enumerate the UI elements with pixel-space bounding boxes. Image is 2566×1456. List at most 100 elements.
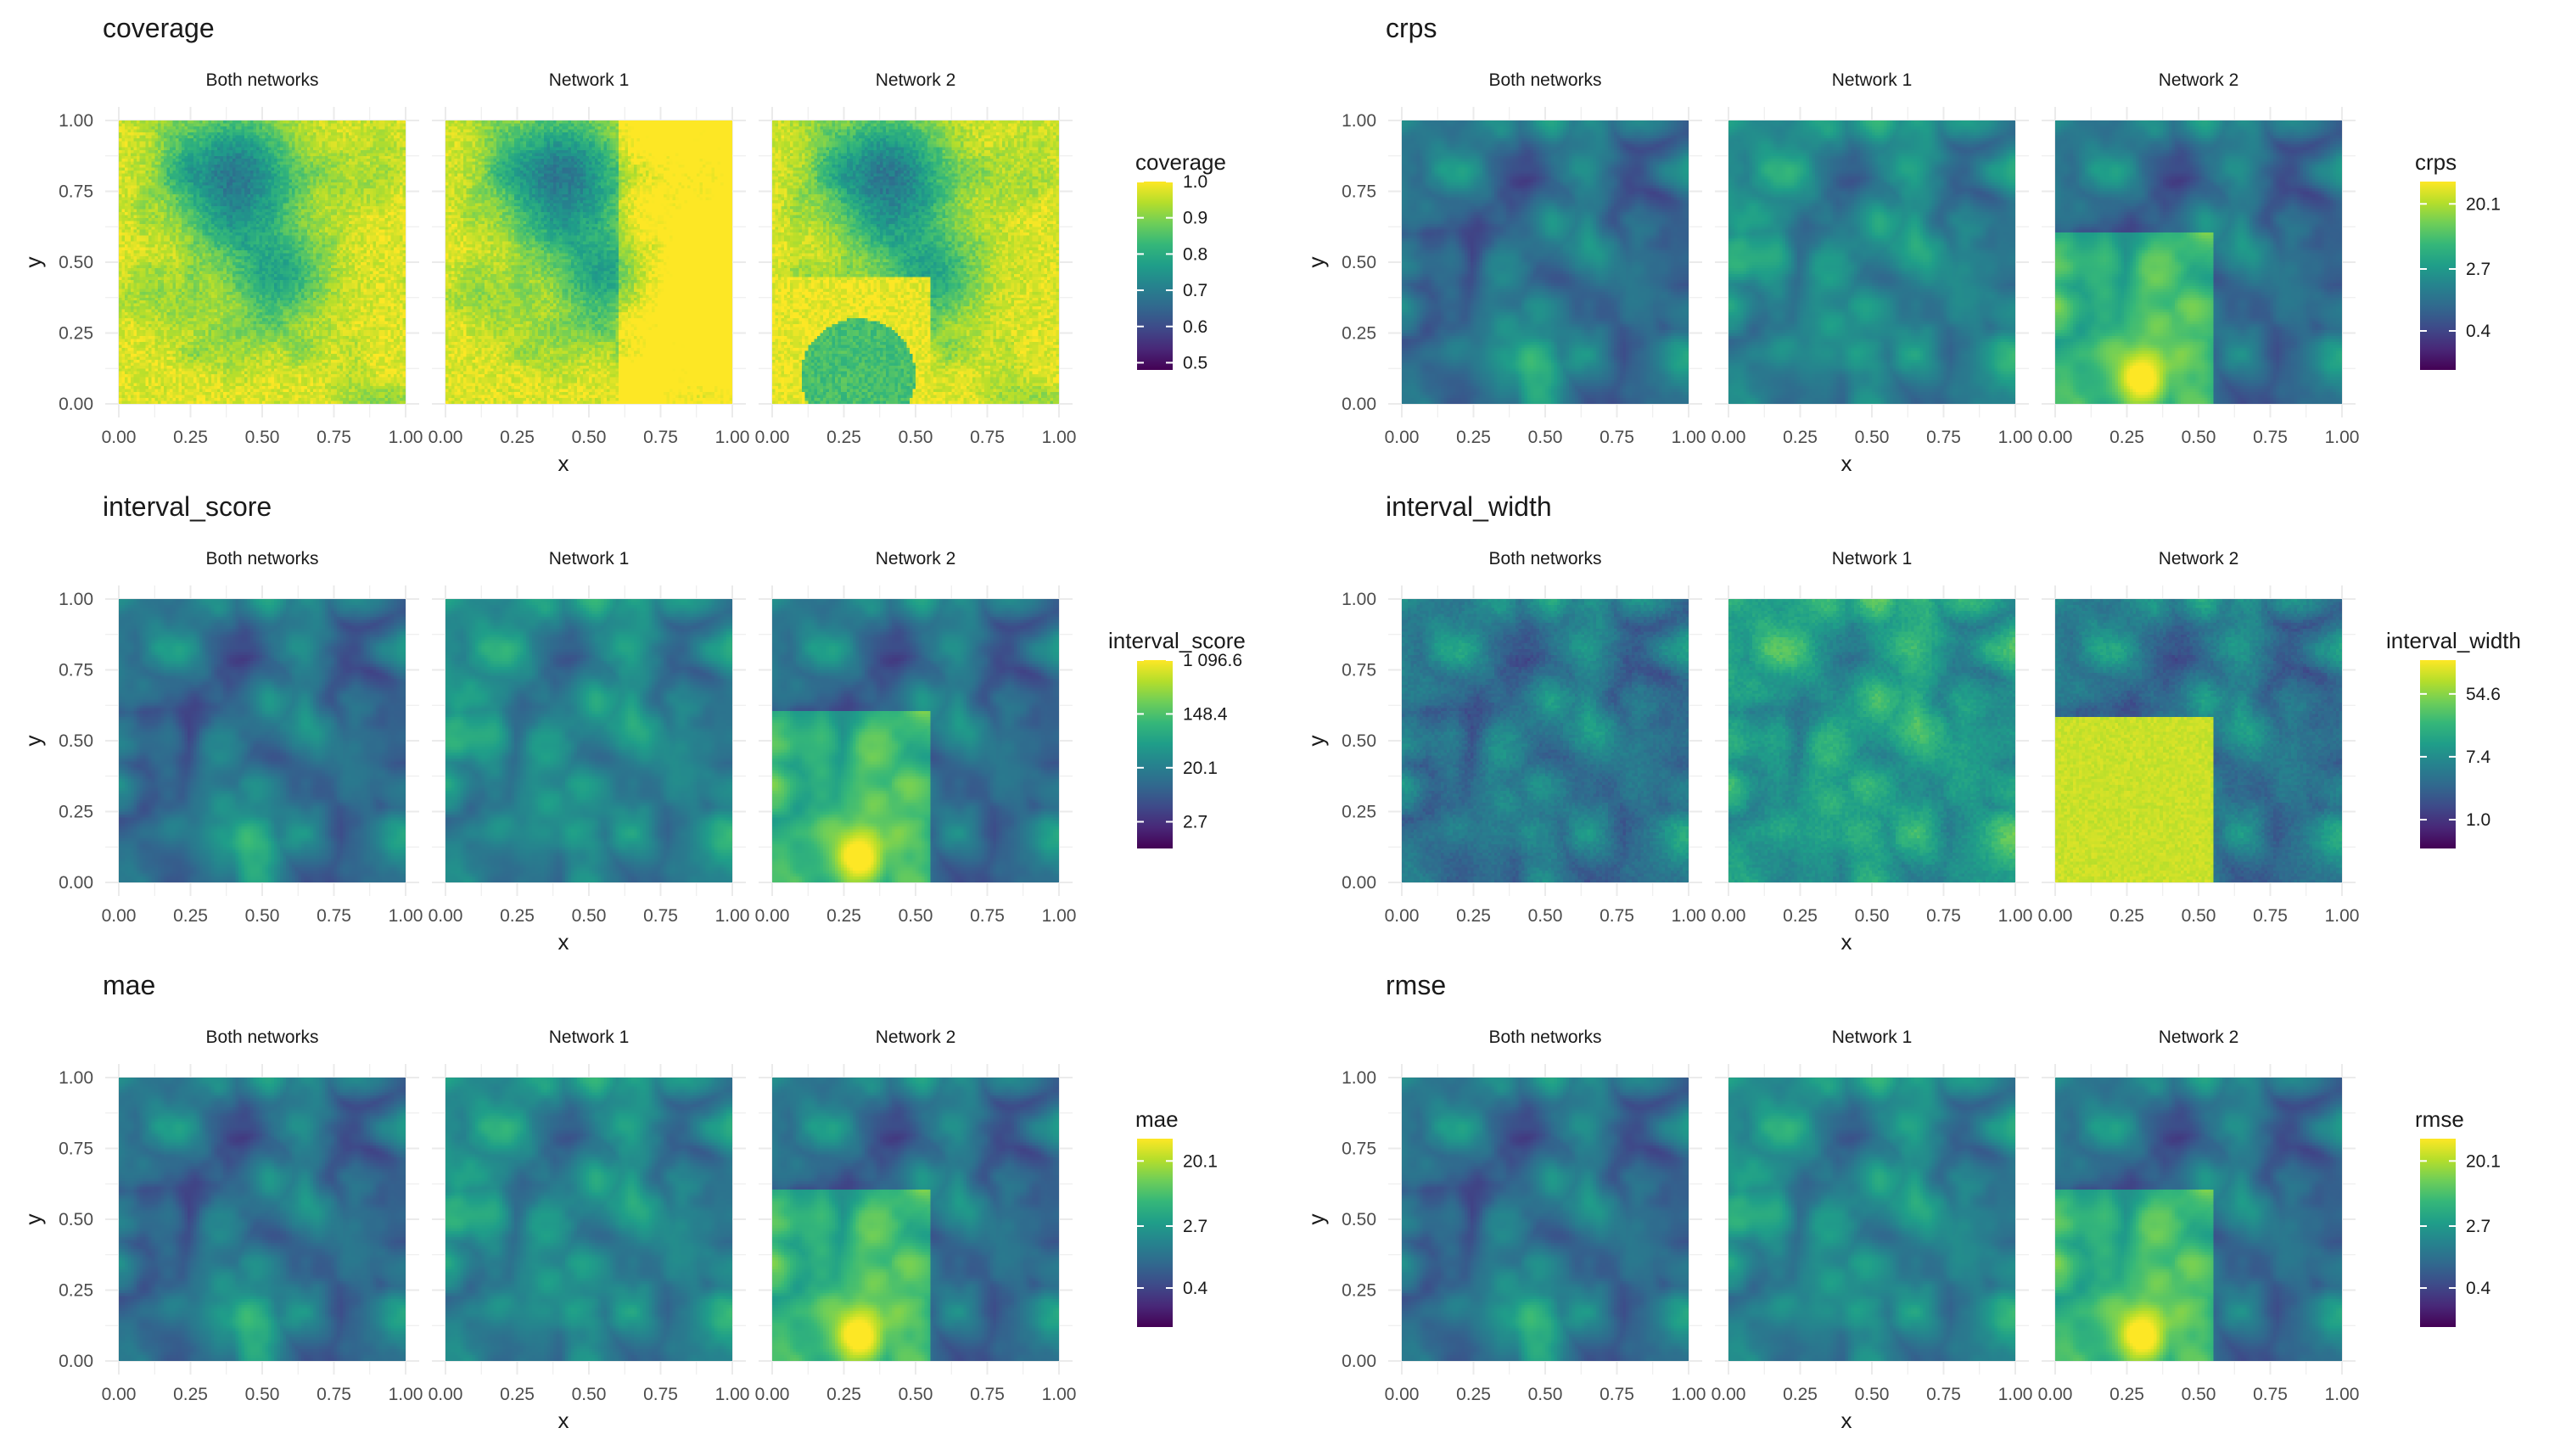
facet-label: Both networks	[205, 70, 318, 90]
x-tick-label: 1.00	[389, 428, 423, 447]
chart-crps: crps Both networks 0.00 0.25 0.50 0.75 1.00 0.0…	[1303, 13, 2501, 476]
facet-label: Network 2	[2159, 70, 2239, 90]
x-tick-label: 0.50	[572, 906, 607, 926]
y-tick-label: 1.00	[59, 1068, 93, 1088]
facet-panel-0: Both networks 0.00 0.25 0.50 0.75 1.00 0.00 0.2…	[1342, 549, 1706, 926]
y-axis-title: y	[20, 736, 46, 747]
x-tick-label: 0.50	[899, 428, 933, 447]
x-tick-label: 0.75	[1926, 906, 1961, 926]
y-tick-label: 0.25	[59, 803, 93, 822]
facet-label: Network 1	[549, 1028, 630, 1047]
x-tick-label: 1.00	[1042, 1385, 1077, 1404]
x-tick-label: 0.00	[1712, 428, 1746, 447]
x-tick-label: 0.25	[1456, 428, 1491, 447]
legend-tick-label: 2.7	[2466, 260, 2490, 279]
y-tick-label: 1.00	[1342, 111, 1376, 131]
legend-tick-label: 20.1	[2466, 1151, 2501, 1171]
x-tick-label: 0.00	[429, 428, 463, 447]
chart-interval_score: interval_score Both networks 0.00 0.25 0.50 0…	[20, 491, 1246, 955]
legend-title: interval_score	[1108, 628, 1246, 653]
facet-label: Network 1	[549, 70, 630, 90]
x-tick-label: 1.00	[389, 1385, 423, 1404]
legend-tick-label: 0.4	[1183, 1279, 1208, 1298]
x-tick-label: 0.50	[1528, 1385, 1563, 1404]
legend: interval_width 1.0 7.4 54.6	[2386, 628, 2521, 848]
x-tick-label: 1.00	[1672, 428, 1706, 447]
x-tick-label: 1.00	[389, 906, 423, 926]
x-tick-label: 0.50	[1855, 906, 1890, 926]
y-axis-title: y	[20, 257, 46, 268]
facet-panel-1: Network 1 0.00 0.25 0.50 0.75 1.00	[429, 70, 750, 447]
legend: coverage 0.5 0.6 0.7 0.8 0.9 1.0	[1135, 149, 1226, 372]
heatmap-raster	[1728, 599, 2015, 882]
x-tick-label: 0.75	[970, 906, 1005, 926]
facet-label: Both networks	[1488, 70, 1601, 90]
x-tick-label: 0.00	[1712, 906, 1746, 926]
heatmap-raster	[772, 599, 1059, 882]
x-tick-label: 0.75	[1926, 1385, 1961, 1404]
y-axis-title: y	[1303, 257, 1329, 268]
chart-title: interval_score	[103, 491, 272, 522]
facet-label: Both networks	[205, 549, 318, 568]
facet-panel-2: Network 2 0.00 0.25 0.50 0.75 1.00	[755, 549, 1077, 926]
x-tick-label: 0.75	[2253, 1385, 2288, 1404]
y-tick-label: 1.00	[59, 111, 93, 131]
x-tick-label: 0.25	[2109, 1385, 2144, 1404]
chart-title: crps	[1386, 13, 1437, 43]
heatmap-raster	[2055, 599, 2342, 882]
x-tick-label: 0.00	[102, 906, 137, 926]
facet-panel-0: Both networks 0.00 0.25 0.50 0.75 1.00 0.00 0.2…	[1342, 70, 1706, 447]
legend-tick-label: 0.4	[2466, 1279, 2491, 1298]
y-tick-label: 0.75	[1342, 661, 1376, 680]
y-tick-label: 0.75	[1342, 1140, 1376, 1159]
x-tick-label: 0.50	[899, 1385, 933, 1404]
x-tick-label: 0.75	[643, 906, 678, 926]
x-tick-label: 0.25	[173, 1385, 208, 1404]
chart-coverage: coverage Both networks 0.00 0.25 0.50 0.75 1.0…	[20, 13, 1226, 476]
x-tick-label: 1.00	[1042, 906, 1077, 926]
x-tick-label: 0.50	[2182, 428, 2216, 447]
chart-mae: mae Both networks 0.00 0.25 0.50 0.75 1.00 0.00…	[20, 970, 1218, 1433]
y-tick-label: 1.00	[1342, 1068, 1376, 1088]
y-axis-title: y	[20, 1214, 46, 1225]
x-tick-label: 0.50	[1855, 428, 1890, 447]
x-axis-title: x	[1841, 451, 1852, 476]
y-tick-label: 0.00	[59, 395, 93, 414]
x-tick-label: 0.25	[826, 906, 861, 926]
facet-panel-1: Network 1 0.00 0.25 0.50 0.75 1.00	[1712, 1028, 2033, 1404]
chart-title: rmse	[1386, 970, 1446, 1000]
facet-label: Network 1	[549, 549, 630, 568]
x-tick-label: 0.00	[1385, 428, 1420, 447]
y-tick-label: 0.75	[59, 661, 93, 680]
facet-panel-0: Both networks 0.00 0.25 0.50 0.75 1.00 0.00 0.2…	[59, 1028, 423, 1404]
y-tick-label: 1.00	[59, 590, 93, 609]
x-tick-label: 1.00	[2325, 906, 2360, 926]
x-tick-label: 0.75	[1600, 428, 1634, 447]
heatmap-raster	[2055, 120, 2342, 404]
facet-panel-0: Both networks 0.00 0.25 0.50 0.75 1.00 0.00 0.2…	[59, 549, 423, 926]
x-tick-label: 0.50	[2182, 906, 2216, 926]
legend-tick-label: 54.6	[2466, 685, 2501, 704]
x-tick-label: 0.75	[970, 1385, 1005, 1404]
facet-label: Network 2	[2159, 1028, 2239, 1047]
x-tick-label: 0.75	[2253, 428, 2288, 447]
x-tick-label: 0.25	[1783, 1385, 1818, 1404]
x-axis-title: x	[1841, 1408, 1852, 1433]
y-tick-label: 0.25	[1342, 324, 1376, 344]
x-tick-label: 0.25	[173, 906, 208, 926]
legend-tick-label: 1.0	[1183, 172, 1207, 192]
legend-tick-label: 0.5	[1183, 353, 1207, 372]
x-tick-label: 0.00	[429, 1385, 463, 1404]
facet-panel-1: Network 1 0.00 0.25 0.50 0.75 1.00	[429, 549, 750, 926]
legend-tick-label: 148.4	[1183, 704, 1228, 724]
y-tick-label: 0.50	[59, 1210, 93, 1229]
legend-title: crps	[2415, 149, 2457, 175]
x-tick-label: 0.75	[1600, 1385, 1634, 1404]
legend-title: coverage	[1135, 149, 1226, 175]
x-tick-label: 0.50	[572, 428, 607, 447]
x-tick-label: 0.75	[970, 428, 1005, 447]
heatmap-raster	[119, 599, 406, 882]
facet-panel-0: Both networks 0.00 0.25 0.50 0.75 1.00 0.00 0.2…	[59, 70, 423, 447]
x-tick-label: 0.25	[500, 906, 535, 926]
y-tick-label: 0.25	[1342, 803, 1376, 822]
